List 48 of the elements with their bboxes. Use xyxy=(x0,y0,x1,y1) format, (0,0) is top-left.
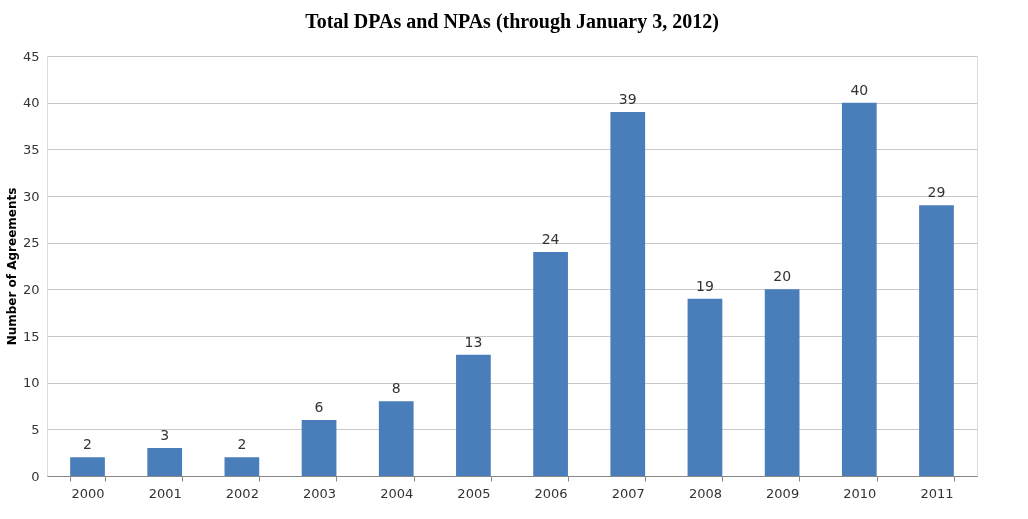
y-axis-title: Number of Agreements xyxy=(4,187,19,346)
bar xyxy=(70,457,105,476)
y-tick-label: 10 xyxy=(22,375,40,391)
y-tick-label: 15 xyxy=(22,328,40,344)
x-tick-label: 2004 xyxy=(380,485,414,501)
bar xyxy=(764,289,800,476)
bar xyxy=(919,205,954,476)
y-tick-label: 40 xyxy=(22,95,40,111)
y-tick-label: 25 xyxy=(22,235,40,251)
x-tick-label: 2010 xyxy=(843,485,877,501)
bar xyxy=(687,298,723,476)
data-label: 40 xyxy=(850,81,869,98)
y-tick-label: 30 xyxy=(22,188,40,204)
x-tick-label: 2006 xyxy=(534,485,568,501)
bar xyxy=(841,102,877,476)
x-tick-label: 2000 xyxy=(71,485,105,501)
data-label: 2 xyxy=(237,436,247,453)
x-tick-label: 2005 xyxy=(457,485,491,501)
x-tick-label: 2002 xyxy=(225,485,259,501)
bar xyxy=(610,112,646,476)
data-label: 2 xyxy=(83,436,92,453)
y-tick-label: 20 xyxy=(22,281,40,297)
data-label: 24 xyxy=(541,231,560,247)
bar xyxy=(147,448,183,476)
data-label: 19 xyxy=(696,277,714,294)
y-tick-label: 5 xyxy=(31,421,40,437)
x-tick-label: 2009 xyxy=(766,485,800,501)
x-tick-label: 2008 xyxy=(688,485,722,501)
x-tick-label: 2003 xyxy=(303,485,337,501)
chart-title: Total DPAs and NPAs (through January 3, 2012) xyxy=(305,10,719,33)
bar xyxy=(456,354,491,476)
y-tick-label: 0 xyxy=(31,468,40,484)
x-tick-label: 2011 xyxy=(920,485,954,501)
bar xyxy=(301,420,337,476)
x-tick-label: 2001 xyxy=(148,485,182,501)
bar xyxy=(533,252,568,476)
data-label: 29 xyxy=(927,184,946,201)
y-tick-label: 35 xyxy=(22,141,40,157)
y-tick-label: 45 xyxy=(22,48,40,64)
bar xyxy=(224,457,260,476)
data-label: 6 xyxy=(314,399,324,415)
x-tick-label: 2007 xyxy=(611,485,645,501)
data-label: 39 xyxy=(618,91,637,107)
data-label: 8 xyxy=(391,380,401,397)
data-label: 20 xyxy=(773,268,792,285)
data-label: 13 xyxy=(464,333,483,350)
bar xyxy=(378,401,414,476)
data-label: 3 xyxy=(160,427,170,443)
